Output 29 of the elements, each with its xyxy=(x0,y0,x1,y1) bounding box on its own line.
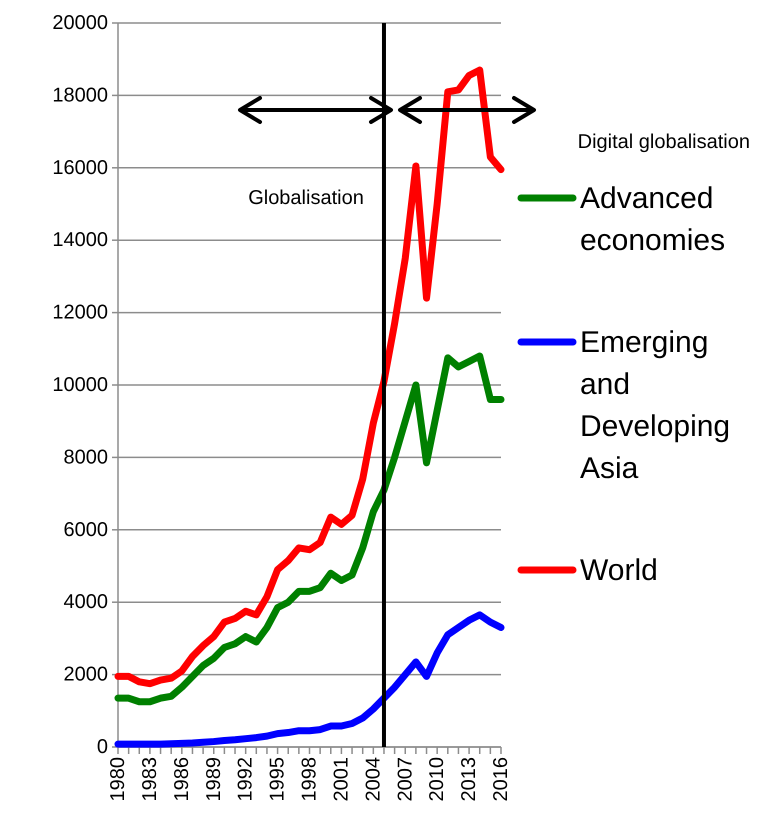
x-tick-label: 2016 xyxy=(490,757,512,802)
y-tick-label: 14000 xyxy=(52,229,108,252)
y-tick-label: 6000 xyxy=(64,518,108,541)
x-tick-label: 2004 xyxy=(362,757,384,802)
x-tick-label: 1983 xyxy=(138,757,161,802)
x-tick-label: 2010 xyxy=(426,757,448,802)
x-tick-label: 1998 xyxy=(298,757,320,802)
y-tick-label: 20000 xyxy=(52,12,108,34)
text: Digital globalisation xyxy=(578,131,750,153)
y-tick-label: 4000 xyxy=(64,591,108,614)
legend-label: Emerging and Developing Asia xyxy=(580,326,730,484)
y-tick-label: 10000 xyxy=(52,374,108,396)
legend-label: World xyxy=(580,554,658,586)
x-tick-label: 1995 xyxy=(266,757,289,802)
y-tick-label: 12000 xyxy=(52,302,108,324)
x-tick-label: 1989 xyxy=(202,757,225,802)
y-tick-label: 18000 xyxy=(52,84,108,106)
annotation: Globalisation xyxy=(248,187,364,209)
x-tick-label: 1980 xyxy=(107,757,129,802)
x-tick-label: 1992 xyxy=(234,757,257,802)
y-tick-label: 16000 xyxy=(52,156,108,179)
y-tick-label: 0 xyxy=(96,736,108,758)
x-tick-label: 2013 xyxy=(458,757,480,802)
x-tick-label: 1986 xyxy=(170,757,193,802)
legend-label: Advanced economies xyxy=(580,182,726,256)
x-tick-label: 2001 xyxy=(330,757,352,802)
y-tick-label: 8000 xyxy=(64,446,108,468)
x-tick-label: 2007 xyxy=(394,757,416,802)
y-tick-label: 2000 xyxy=(64,664,108,686)
